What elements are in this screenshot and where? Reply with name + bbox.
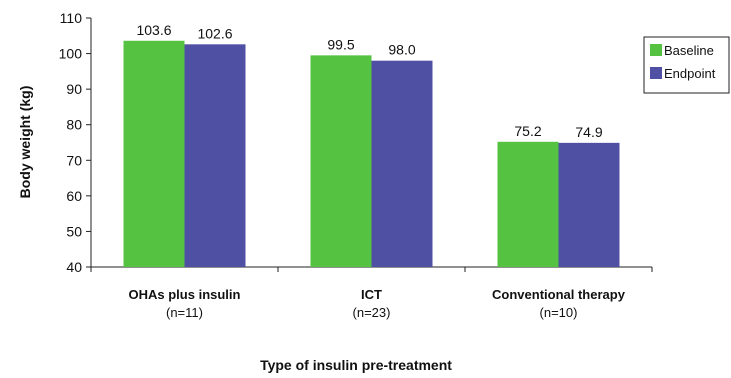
category-label: ICT xyxy=(361,287,382,302)
y-tick-label: 70 xyxy=(66,152,82,168)
bar-endpoint-1 xyxy=(184,44,246,267)
category-label: OHAs plus insulin xyxy=(129,287,241,302)
data-label: 103.6 xyxy=(136,22,171,38)
y-tick-label: 60 xyxy=(66,188,82,204)
y-tick-label: 110 xyxy=(60,10,83,26)
x-axis-title: Type of insulin pre-treatment xyxy=(260,357,452,373)
bar-endpoint-2 xyxy=(371,60,433,267)
bars xyxy=(123,40,620,267)
legend-swatch-endpoint xyxy=(650,67,662,79)
bar-baseline-2 xyxy=(310,55,372,267)
category-sublabel: (n=11) xyxy=(166,305,203,320)
data-label: 102.6 xyxy=(197,25,232,41)
legend-swatch-baseline xyxy=(650,44,662,56)
legend-label: Baseline xyxy=(664,43,714,58)
bar-baseline-1 xyxy=(123,40,185,267)
y-tick-label: 40 xyxy=(66,259,82,275)
data-label: 75.2 xyxy=(514,123,541,139)
data-label: 98.0 xyxy=(388,42,415,58)
labels: 103.6 102.6 OHAs plus insulin (n=11) 99.5 98.… xyxy=(129,22,626,320)
legend-label: Endpoint xyxy=(664,66,716,81)
data-label: 99.5 xyxy=(327,36,354,52)
y-tick-label: 90 xyxy=(66,81,82,97)
bar-baseline-3 xyxy=(497,141,559,267)
y-tick-label: 100 xyxy=(59,46,83,62)
y-axis-title: Body weight (kg) xyxy=(17,86,33,199)
y-tick-label: 80 xyxy=(66,117,82,133)
y-tick-label: 50 xyxy=(66,223,82,239)
legend: Baseline Endpoint xyxy=(643,36,730,94)
category-sublabel: (n=10) xyxy=(540,305,578,320)
category-label: Conventional therapy xyxy=(492,287,626,302)
bar-endpoint-3 xyxy=(558,142,620,267)
data-label: 74.9 xyxy=(575,124,602,140)
category-sublabel: (n=23) xyxy=(353,305,391,320)
